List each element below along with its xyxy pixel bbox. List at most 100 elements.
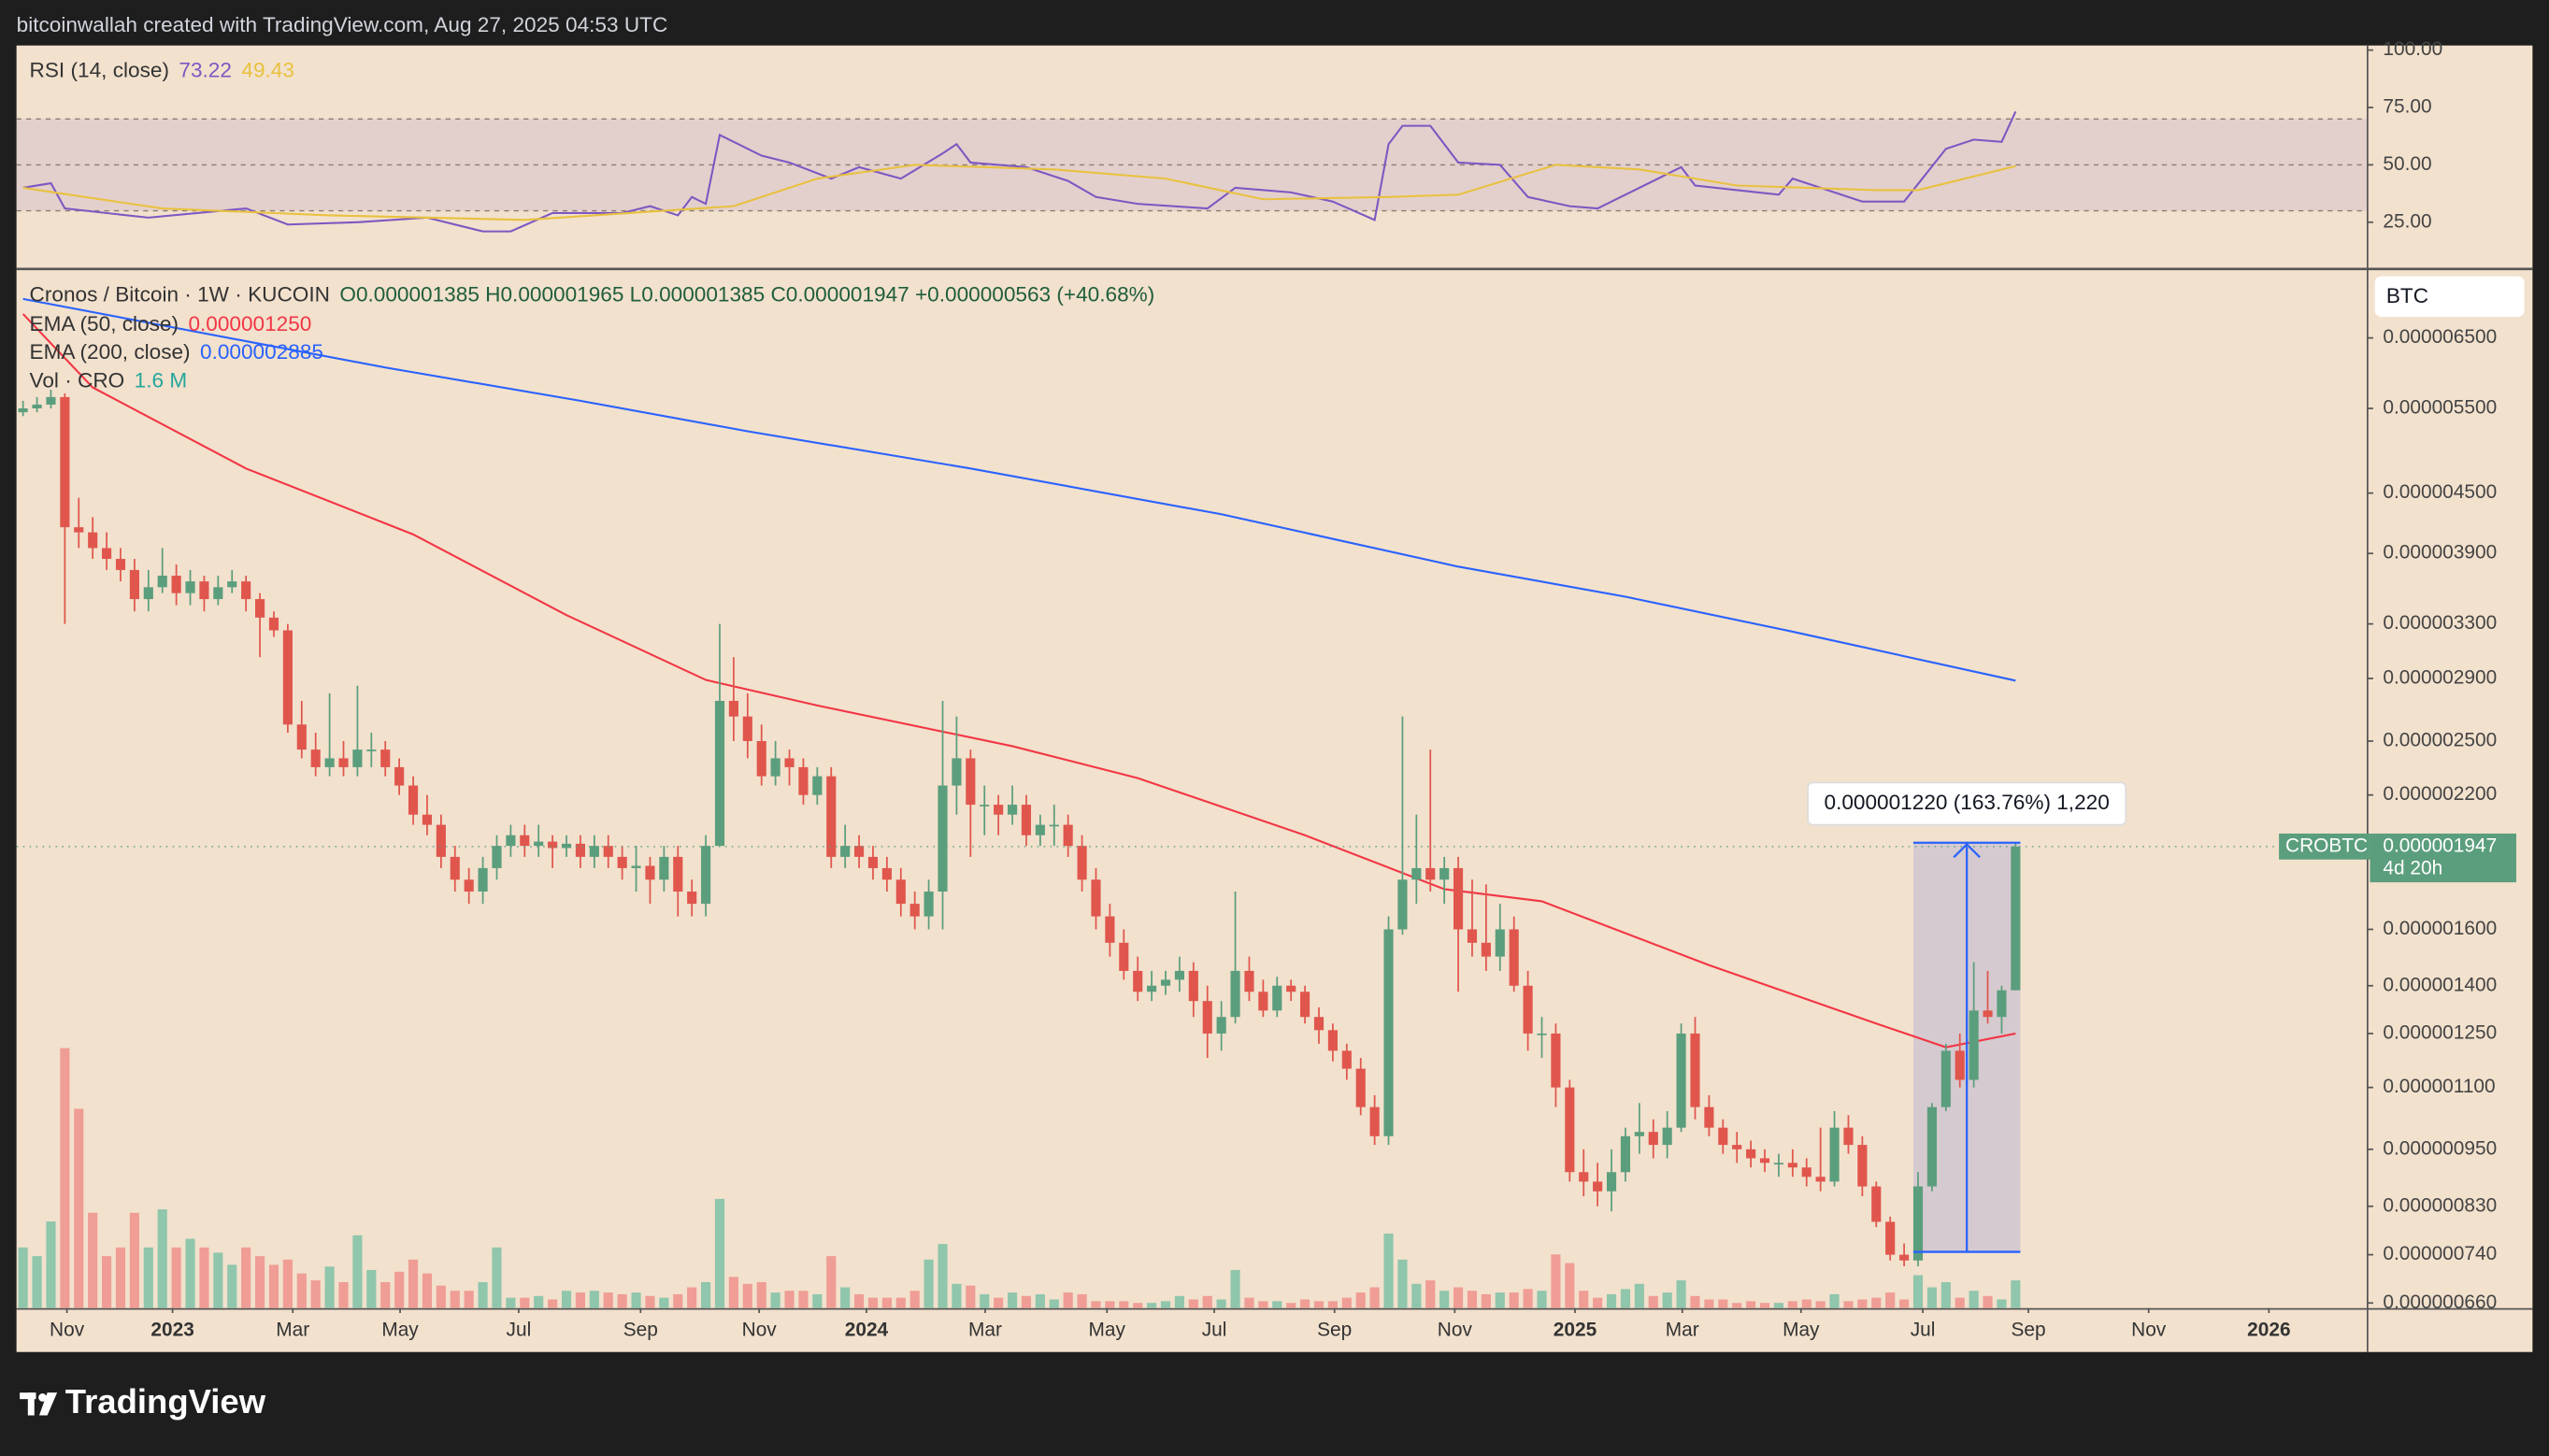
- volume-bar: [952, 1283, 962, 1308]
- volume-bar: [1829, 1293, 1840, 1308]
- candle-body: [1286, 985, 1296, 992]
- legend: Vol · CRO 1.6 M: [30, 369, 188, 393]
- candle-body: [282, 630, 293, 725]
- candle-body: [1676, 1033, 1686, 1128]
- candle-body: [673, 856, 683, 892]
- y-tick-label: 50.00: [2383, 153, 2431, 175]
- candle-body: [1871, 1186, 1882, 1222]
- volume-bar: [241, 1247, 251, 1308]
- candle-body: [352, 749, 363, 767]
- y-tick-label: 0.000001250: [2383, 1021, 2497, 1043]
- candle-body: [1759, 1158, 1770, 1163]
- volume-bar: [1648, 1295, 1658, 1308]
- volume-bar: [338, 1281, 349, 1308]
- volume-bar: [1119, 1301, 1129, 1308]
- y-tick-label: 100.00: [2383, 38, 2442, 60]
- y-tick-label: 0.000004500: [2383, 481, 2497, 503]
- candle-body: [213, 587, 223, 600]
- candle-body: [952, 758, 962, 786]
- candle-body: [310, 749, 321, 767]
- volume-bar: [1313, 1301, 1325, 1308]
- volume-bar: [1676, 1280, 1686, 1308]
- candle-body: [1606, 1172, 1617, 1192]
- volume-bar: [728, 1277, 738, 1308]
- volume-bar: [324, 1266, 335, 1308]
- volume-bar: [673, 1293, 683, 1308]
- x-tick-label: 2026: [2247, 1320, 2290, 1341]
- volume-bar: [1049, 1299, 1059, 1308]
- volume-bar: [492, 1247, 502, 1308]
- volume-bar: [1871, 1297, 1882, 1308]
- volume-bar: [115, 1247, 126, 1308]
- candle-body: [296, 724, 307, 750]
- candle-body: [798, 766, 809, 795]
- candle-body: [324, 758, 335, 767]
- candle-body: [1119, 942, 1129, 971]
- ema-line: [22, 297, 2016, 682]
- candle-body: [1773, 1163, 1783, 1165]
- x-tick-label: Mar: [1666, 1320, 1699, 1341]
- volume-bar: [1355, 1292, 1366, 1308]
- candle-body: [408, 785, 419, 815]
- measure-label-box: [1807, 781, 2127, 826]
- candle-body: [966, 758, 976, 806]
- x-tick-label: Jul: [1911, 1320, 1936, 1341]
- volume-bar: [1425, 1280, 1436, 1308]
- x-tick-label: May: [1089, 1320, 1126, 1341]
- volume-bar: [1174, 1295, 1184, 1308]
- volume-bar: [436, 1285, 446, 1308]
- candle-body: [157, 575, 167, 588]
- volume-bar: [1147, 1303, 1157, 1308]
- volume-bar: [18, 1247, 28, 1308]
- legend: Cronos / Bitcoin · 1W · KUCOIN O0.0000013…: [30, 282, 1155, 306]
- candle-body: [1230, 970, 1240, 1018]
- volume-bar: [1773, 1303, 1783, 1308]
- y-tick-label: 0.000000660: [2383, 1292, 2497, 1313]
- candle-body: [1216, 1017, 1226, 1034]
- candle-body: [1063, 824, 1073, 847]
- candle-body: [575, 843, 585, 857]
- x-tick-label: Jul: [1202, 1320, 1227, 1341]
- volume-bar: [1300, 1299, 1310, 1308]
- candle-body: [645, 865, 655, 880]
- candle-body: [1439, 867, 1450, 880]
- volume-bar: [994, 1297, 1004, 1308]
- candle-body: [32, 404, 42, 409]
- volume-bar: [840, 1287, 851, 1308]
- volume-bar: [1787, 1301, 1797, 1308]
- candle-body: [241, 581, 251, 600]
- volume-bar: [1815, 1301, 1826, 1308]
- indicator-value: 49.43: [241, 58, 294, 81]
- price-tag: [2370, 833, 2516, 883]
- volume-bar: [1021, 1295, 1032, 1308]
- candle-body: [1244, 970, 1254, 992]
- y-tick-label: 0.000000950: [2383, 1137, 2497, 1159]
- candle-body: [1523, 985, 1533, 1034]
- volume-bar: [756, 1281, 766, 1308]
- volume-bar: [1467, 1291, 1478, 1308]
- volume-bar: [1383, 1234, 1394, 1308]
- candle-body: [1969, 1010, 1979, 1080]
- candle-body: [826, 776, 837, 857]
- chart-background: [16, 45, 2533, 1352]
- volume-bar: [1801, 1299, 1812, 1308]
- volume-bar: [1286, 1303, 1296, 1308]
- candle-body: [1690, 1033, 1700, 1107]
- volume-bar: [1955, 1297, 1965, 1308]
- x-tick-label: Mar: [968, 1320, 1002, 1341]
- candle-body: [534, 841, 544, 847]
- candle-body: [1537, 1033, 1547, 1035]
- volume-bar: [1481, 1293, 1491, 1308]
- y-tick-label: 0.000000740: [2383, 1243, 2497, 1264]
- candle-body: [338, 758, 349, 767]
- volume-bar: [980, 1293, 990, 1308]
- volume-bar: [798, 1291, 809, 1308]
- candle-body: [1801, 1167, 1812, 1178]
- ohlc-values: O0.000001385 H0.000001965 L0.000001385 C…: [339, 282, 1154, 306]
- volume-bar: [1272, 1301, 1282, 1308]
- candle-body: [1258, 992, 1268, 1011]
- y-tick-label: 25.00: [2383, 210, 2431, 232]
- candle-body: [450, 856, 460, 880]
- candle-body: [1899, 1254, 1910, 1261]
